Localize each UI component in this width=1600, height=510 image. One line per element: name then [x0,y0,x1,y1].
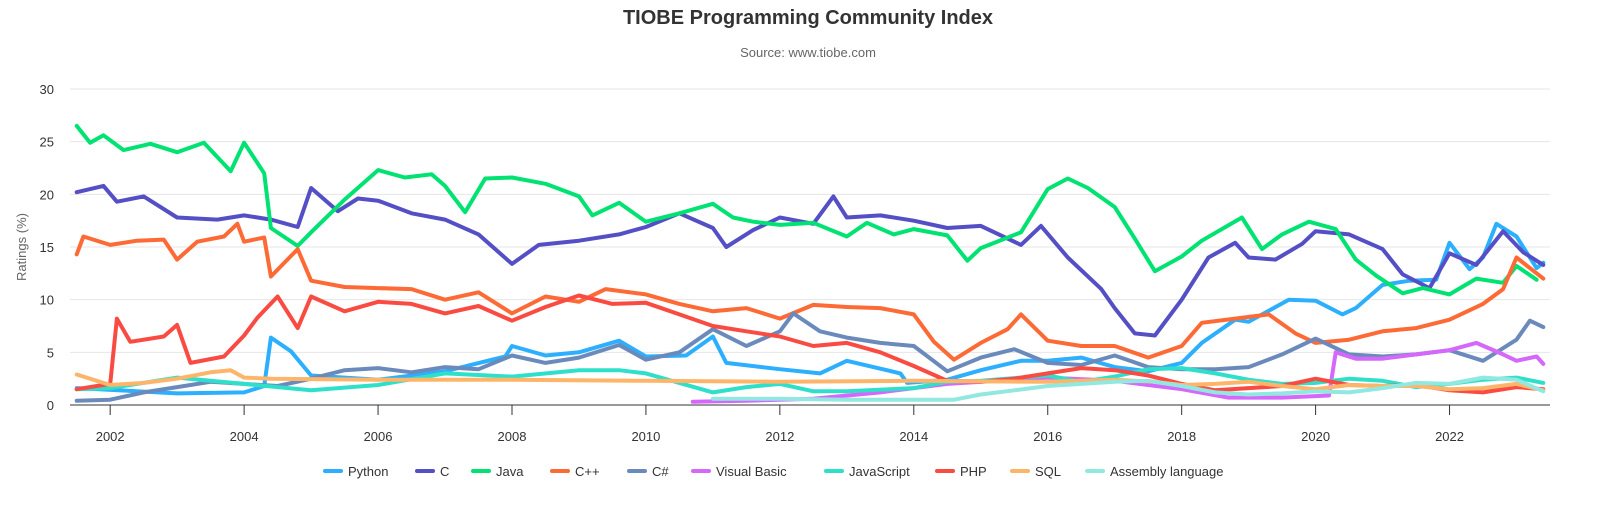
legend-label: Assembly language [1110,464,1223,479]
series-line-c[interactable] [74,183,1546,338]
x-tick-label: 2006 [364,429,393,444]
legend-item-python[interactable]: Python [323,464,388,479]
grid-lines [70,88,1550,353]
x-tick-label: 2004 [230,429,259,444]
series-line-java[interactable] [74,123,1539,297]
legend-label: C# [652,464,669,479]
legend-item-assembly-language[interactable]: Assembly language [1085,464,1223,479]
y-tick-label: 30 [40,82,54,97]
x-tick-label: 2016 [1033,429,1062,444]
chart-subtitle: Source: www.tiobe.com [740,45,876,60]
legend-item-visual-basic[interactable]: Visual Basic [691,464,787,479]
legend-label: C [440,464,449,479]
y-tick-label: 20 [40,187,54,202]
y-tick-label: 15 [40,240,54,255]
x-tick-label: 2020 [1301,429,1330,444]
y-axis-label: Ratings (%) [14,213,29,281]
legend-label: PHP [960,464,987,479]
x-tick-label: 2002 [96,429,125,444]
x-tick-label: 2014 [899,429,928,444]
x-axis: 2002 2004 2006 2008 2010 2012 2014 2016 2018 2020… [70,404,1550,444]
x-tick-label: 2022 [1435,429,1464,444]
series-line-c-[interactable] [74,311,1546,403]
series-lines [74,123,1546,404]
series-line-assembly-language[interactable] [710,375,1546,402]
y-tick-label: 5 [47,345,54,360]
legend: Python C Java C++ C# Visual Basic JavaScript PH… [323,464,1223,479]
x-tick-label: 2010 [631,429,660,444]
y-axis-ticks: 0 5 10 15 20 25 30 [40,82,54,413]
legend-label: Java [496,464,524,479]
legend-item-php[interactable]: PHP [935,464,987,479]
legend-label: Visual Basic [716,464,787,479]
legend-item-c-[interactable]: C++ [550,464,600,479]
x-tick-label: 2012 [765,429,794,444]
legend-item-sql[interactable]: SQL [1010,464,1061,479]
legend-label: C++ [575,464,600,479]
legend-item-java[interactable]: Java [471,464,524,479]
y-tick-label: 25 [40,135,54,150]
y-tick-label: 10 [40,293,54,308]
legend-item-c-[interactable]: C# [627,464,669,479]
legend-label: JavaScript [849,464,910,479]
series-line-javascript[interactable] [74,366,1546,395]
chart-title: TIOBE Programming Community Index [623,7,993,29]
legend-label: Python [348,464,388,479]
legend-item-c[interactable]: C [415,464,449,479]
y-tick-label: 0 [47,398,54,413]
x-tick-label: 2008 [498,429,527,444]
series-line-c-[interactable] [74,221,1546,362]
legend-item-javascript[interactable]: JavaScript [824,464,910,479]
legend-label: SQL [1035,464,1061,479]
x-tick-label: 2018 [1167,429,1196,444]
